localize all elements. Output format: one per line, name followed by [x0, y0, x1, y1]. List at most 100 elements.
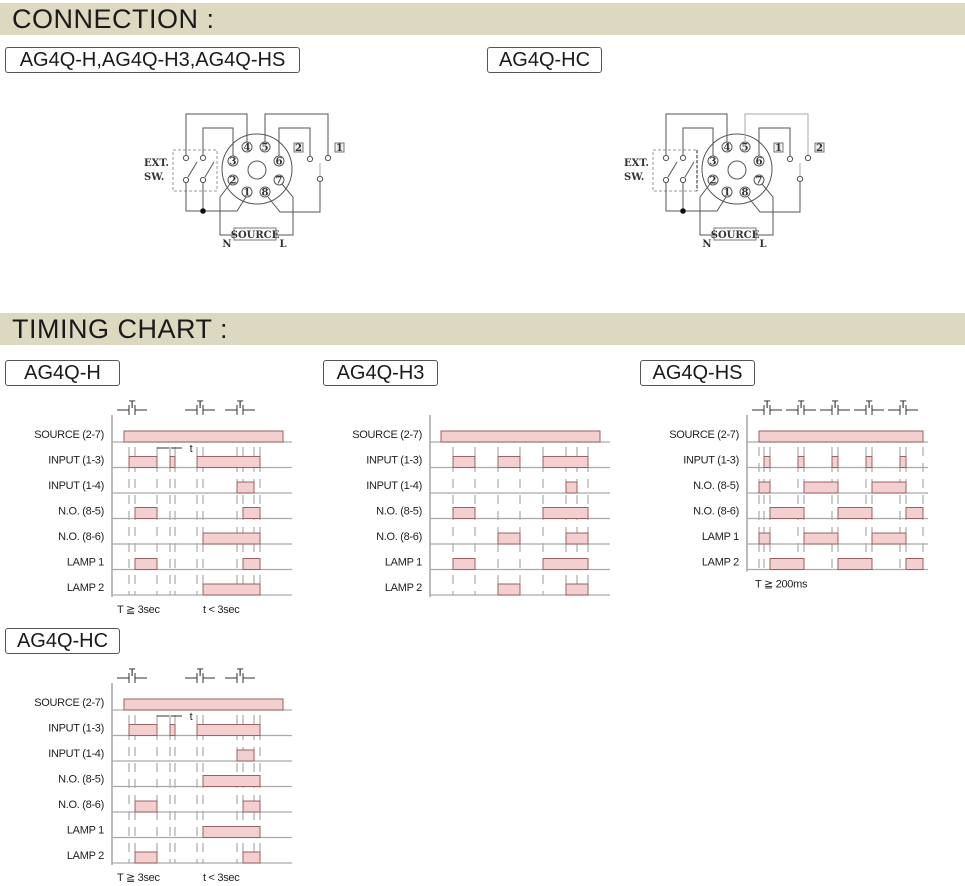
- pulse: [134, 558, 158, 570]
- lamp-contact: [306, 155, 314, 163]
- pin-2: [227, 174, 239, 186]
- row-label: LAMP 2: [385, 582, 422, 594]
- pulse: [758, 532, 771, 545]
- lamp-contact: [324, 154, 332, 162]
- row-label: N.O. (8-6): [693, 506, 739, 518]
- row-label: LAMP 2: [702, 557, 739, 569]
- diagram-title-h-h3-hs: AG4Q-H,AG4Q-H3,AG4Q-HS: [5, 47, 300, 73]
- timing-chart-ag4q-hc: SOURCE (2-7) INPUT (1-3) INPUT (1-4) N.O. (…: [34, 667, 292, 884]
- pulse: [242, 507, 261, 519]
- pulse: [803, 481, 839, 494]
- row-label: INPUT (1-3): [366, 455, 422, 467]
- lamp-contact: [796, 175, 804, 183]
- switch-contact: [199, 154, 207, 162]
- pulse: [497, 583, 521, 596]
- pulse: [542, 456, 589, 468]
- ext-label: EXT.: [624, 158, 649, 169]
- junction-dot: [200, 208, 206, 214]
- pin-label-4: 4: [244, 143, 251, 154]
- pulse: [128, 724, 158, 736]
- row-label: INPUT (1-4): [48, 480, 104, 492]
- wire-pin8: [747, 182, 801, 213]
- T-label: T: [900, 399, 907, 411]
- pulse: [837, 558, 873, 570]
- timing-note: T ≧ 200ms: [755, 579, 808, 591]
- pin-label-2: 2: [710, 176, 717, 187]
- pin-label-8: 8: [262, 188, 269, 199]
- switch-contact: [662, 154, 670, 162]
- lamp-box-right: [814, 142, 825, 153]
- row-label: N.O. (8-5): [376, 506, 422, 518]
- socket-outline: [701, 133, 773, 205]
- pulse: [236, 481, 255, 494]
- ext-switch-box: [172, 149, 218, 192]
- pin-label-2: 2: [230, 176, 237, 187]
- T-label: T: [832, 399, 839, 411]
- lamp-label-right: 1: [336, 143, 343, 154]
- pin-label-1: 1: [244, 188, 251, 199]
- row-label: INPUT (1-4): [48, 748, 104, 760]
- lamp-contact: [316, 175, 324, 183]
- pulse: [242, 558, 261, 570]
- pulse: [128, 456, 158, 468]
- row-label: INPUT (1-3): [48, 455, 104, 467]
- pin-label-3: 3: [230, 157, 237, 168]
- T-label: T: [798, 399, 805, 411]
- connection-header: CONNECTION :: [0, 3, 965, 35]
- row-label: N.O. (8-5): [693, 480, 739, 492]
- pulse: [242, 800, 261, 813]
- T-label: T: [197, 667, 204, 679]
- pulse: [123, 430, 284, 443]
- pulse: [758, 481, 771, 494]
- row-label: N.O. (8-6): [376, 531, 422, 543]
- connection-header-text: CONNECTION :: [12, 4, 215, 34]
- source-label: SOURCE: [231, 230, 280, 241]
- pin-label-5: 5: [262, 143, 269, 154]
- T-label: T: [129, 667, 136, 679]
- lamp-label-right: 2: [816, 143, 823, 154]
- timing-note: T ≧ 3sec: [117, 604, 160, 616]
- l-label: L: [759, 239, 766, 250]
- n-label: N: [702, 239, 711, 250]
- pin-label-6: 6: [756, 157, 763, 168]
- pulse: [134, 800, 158, 813]
- switch-contact: [182, 176, 190, 184]
- pulse: [236, 749, 255, 762]
- lamp-label-left: 2: [295, 143, 302, 154]
- timing-note: T ≧ 3sec: [117, 872, 160, 884]
- timing-chart-ag4q-h: SOURCE (2-7) INPUT (1-3) INPUT (1-4) N.O. (…: [34, 399, 292, 616]
- switch-contact: [182, 154, 190, 162]
- pulse: [497, 456, 521, 468]
- t-label: t: [190, 443, 193, 455]
- pulse: [452, 507, 476, 519]
- junction-dot: [680, 208, 686, 214]
- timing-header: TIMING CHART :: [0, 313, 965, 345]
- row-label: LAMP 1: [702, 531, 739, 543]
- wire-pin1: [665, 183, 727, 212]
- switch-contact: [199, 176, 207, 184]
- pulse: [440, 430, 601, 443]
- pin-label-1: 1: [724, 188, 731, 199]
- switch-blade: [204, 161, 215, 178]
- pulse: [905, 558, 924, 570]
- pulse: [769, 558, 805, 570]
- wire-pin1: [185, 183, 247, 212]
- chart-title-h3: AG4Q-H3: [323, 360, 438, 386]
- wire-pin3: [202, 127, 234, 156]
- pulse: [542, 507, 589, 519]
- pulse: [202, 532, 261, 545]
- pulse: [871, 481, 907, 494]
- pulse: [797, 456, 805, 468]
- pulse: [905, 507, 924, 519]
- pulse: [865, 456, 873, 468]
- wire-pin3: [682, 127, 714, 156]
- wire-pin6: [278, 127, 311, 156]
- pulse: [871, 532, 907, 545]
- lamp-box-right: [334, 142, 345, 153]
- row-label: INPUT (1-3): [48, 723, 104, 735]
- row-label: LAMP 1: [385, 557, 422, 569]
- lamp-contact: [804, 154, 812, 162]
- row-label: SOURCE (2-7): [34, 697, 104, 709]
- pin-7: [753, 174, 765, 186]
